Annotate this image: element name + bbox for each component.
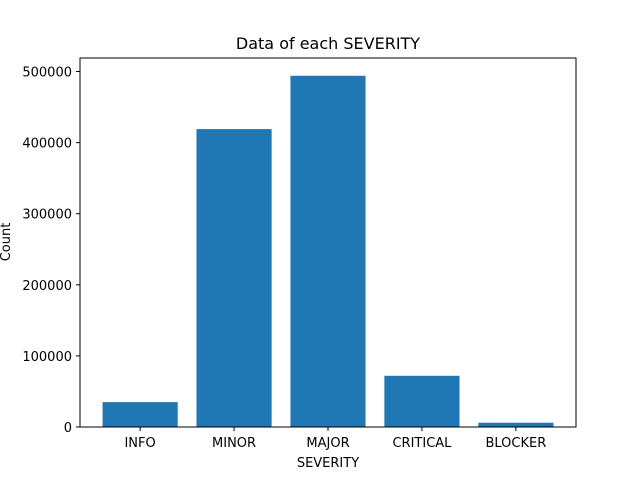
x-tick-label: MAJOR xyxy=(306,436,349,451)
y-tick-label: 300000 xyxy=(22,208,72,223)
y-tick-label: 500000 xyxy=(22,66,72,81)
y-tick-label: 200000 xyxy=(22,279,72,294)
x-axis-label: SEVERITY xyxy=(297,456,359,471)
y-tick-label: 400000 xyxy=(22,137,72,152)
bars-group xyxy=(102,75,554,428)
x-tick-label: BLOCKER xyxy=(485,436,546,451)
x-axis-ticks: INFO MINOR MAJOR CRITICAL BLOCKER xyxy=(124,427,546,451)
x-tick-label: INFO xyxy=(124,436,155,451)
x-tick-label: CRITICAL xyxy=(392,436,452,451)
plot-area-frame xyxy=(79,57,577,428)
y-tick-label: 0 xyxy=(64,421,72,436)
bar-major xyxy=(290,75,366,428)
bar-critical xyxy=(384,375,460,427)
bar-info xyxy=(102,402,178,427)
y-axis-ticks: 0 100000 200000 300000 400000 500000 xyxy=(22,66,80,436)
bar-minor xyxy=(196,129,272,427)
chart-title: Data of each SEVERITY xyxy=(236,34,420,53)
y-tick-label: 100000 xyxy=(22,350,72,365)
x-tick-label: MINOR xyxy=(212,436,256,451)
bar-blocker xyxy=(478,422,554,427)
y-axis-label: Count xyxy=(0,223,14,262)
